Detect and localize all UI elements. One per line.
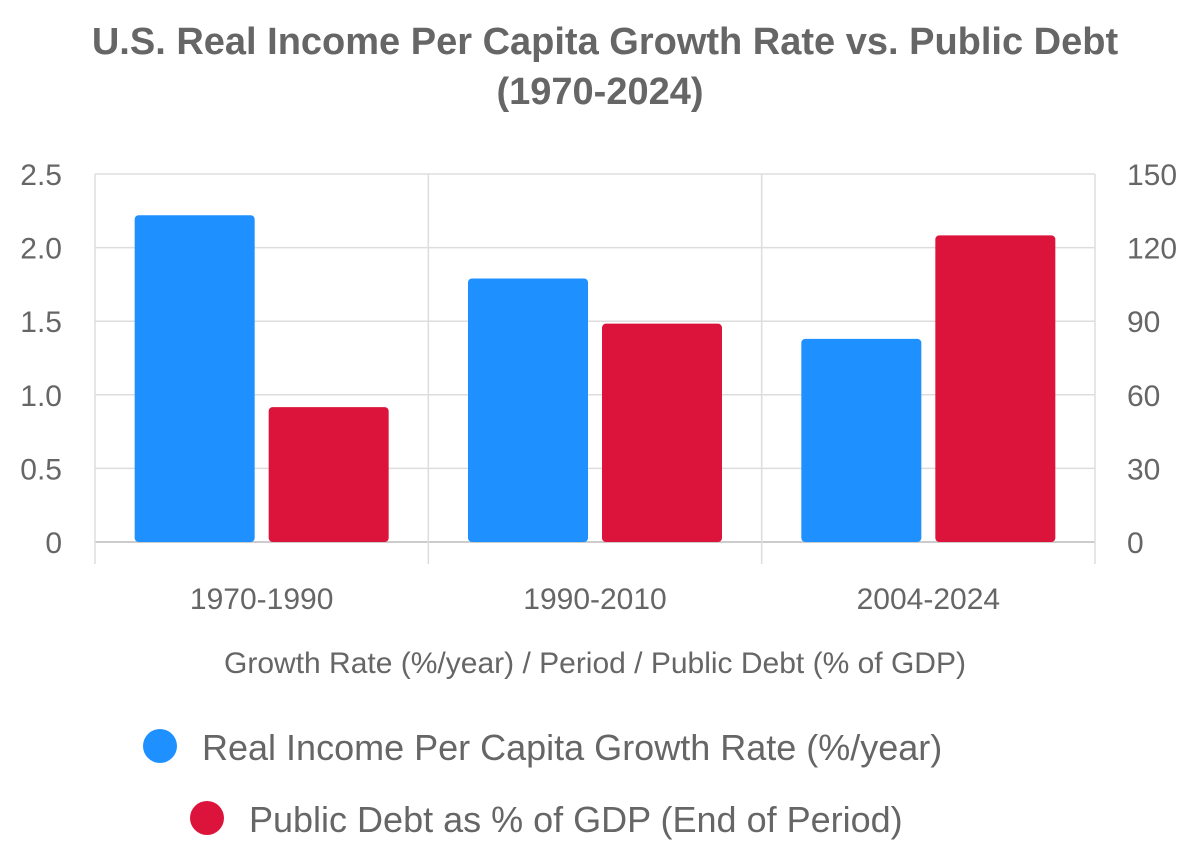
bar-growth-rate[interactable] — [468, 278, 588, 542]
legend-label: Public Debt as % of GDP (End of Period) — [249, 799, 903, 840]
x-tick-label: 1970-1990 — [190, 583, 333, 616]
legend: Real Income Per Capita Growth Rate (%/ye… — [143, 727, 942, 840]
y-left-tick-label: 1.0 — [20, 380, 62, 413]
bar-public-debt[interactable] — [602, 323, 722, 542]
legend-marker — [190, 801, 224, 835]
bar-growth-rate[interactable] — [801, 338, 922, 542]
bars — [134, 215, 1056, 543]
grid — [94, 173, 1096, 564]
legend-item-growth-rate[interactable]: Real Income Per Capita Growth Rate (%/ye… — [143, 727, 942, 768]
x-tick-label: 1990-2010 — [523, 583, 666, 616]
y-left-tick-label: 0.5 — [20, 453, 62, 486]
chart-title: U.S. Real Income Per Capita Growth Rate … — [92, 21, 1119, 63]
legend-item-public-debt[interactable]: Public Debt as % of GDP (End of Period) — [190, 799, 903, 840]
x-axis-labels: 1970-1990 1990-2010 2004-2024 — [190, 583, 1000, 616]
y-right-tick-label: 0 — [1127, 527, 1144, 560]
y-right-tick-label: 120 — [1127, 233, 1177, 266]
y-left-tick-label: 1.5 — [20, 306, 62, 339]
bar-public-debt[interactable] — [268, 407, 389, 542]
y-left-tick-label: 0 — [45, 527, 62, 560]
legend-marker — [143, 729, 177, 763]
y-left-tick-label: 2.0 — [20, 233, 62, 266]
y-right-tick-label: 90 — [1127, 306, 1160, 339]
bar-growth-rate[interactable] — [134, 215, 255, 542]
y-right-tick-label: 150 — [1127, 159, 1177, 192]
y-right-tick-label: 60 — [1127, 380, 1160, 413]
legend-label: Real Income Per Capita Growth Rate (%/ye… — [202, 727, 942, 768]
x-tick-label: 2004-2024 — [857, 583, 1000, 616]
chart-subtitle: (1970-2024) — [496, 71, 703, 113]
axes: 0 0.5 1.0 1.5 2.0 2.5 0 30 60 90 120 150 — [20, 159, 1177, 560]
y-right-tick-label: 30 — [1127, 453, 1160, 486]
bar-public-debt[interactable] — [935, 235, 1056, 543]
y-left-tick-label: 2.5 — [20, 159, 62, 192]
x-axis-title: Growth Rate (%/year) / Period / Public D… — [224, 647, 966, 680]
